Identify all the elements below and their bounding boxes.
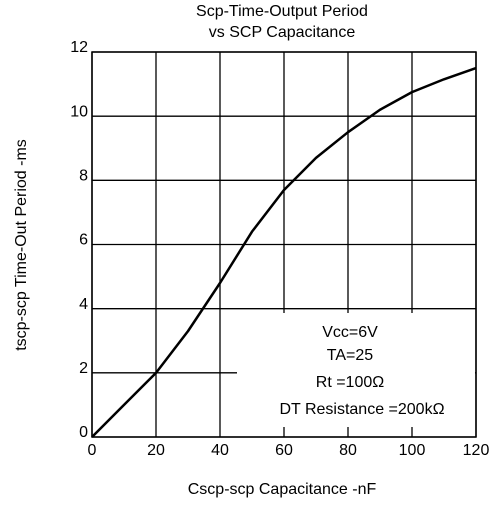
annotation: DT Resistance =200kΩ <box>279 401 444 418</box>
y-tick-label: 6 <box>79 232 88 249</box>
annotation: Vcc=6V <box>322 324 378 341</box>
plot <box>91 66 477 438</box>
x-tick-label: 40 <box>211 442 229 459</box>
y-tick-label: 10 <box>70 103 88 120</box>
annotation: TA=25 <box>327 347 374 364</box>
chart-title: Scp-Time-Output Period <box>196 3 368 20</box>
annotation: Rt =100Ω <box>316 374 384 391</box>
y-axis-label: tscp-scp Time-Out Period -ms <box>13 139 30 351</box>
annotation-box <box>237 313 475 427</box>
y-tick-label: 4 <box>79 296 88 313</box>
x-tick-label: 80 <box>339 442 357 459</box>
y-tick-label: 2 <box>79 360 88 377</box>
x-tick-label: 100 <box>399 442 426 459</box>
x-tick-label: 120 <box>463 442 490 459</box>
y-tick-label: 0 <box>79 424 88 441</box>
x-tick-label: 60 <box>275 442 293 459</box>
chart-title: vs SCP Capacitance <box>209 24 356 41</box>
plot-frame <box>91 51 477 438</box>
line <box>91 66 477 438</box>
y-tick-label: 12 <box>70 39 88 56</box>
y-tick-label: 8 <box>79 168 88 185</box>
x-tick-label: 20 <box>147 442 165 459</box>
x-tick-label: 0 <box>88 442 97 459</box>
x-axis-label: Cscp-scp Capacitance -nF <box>188 481 377 498</box>
